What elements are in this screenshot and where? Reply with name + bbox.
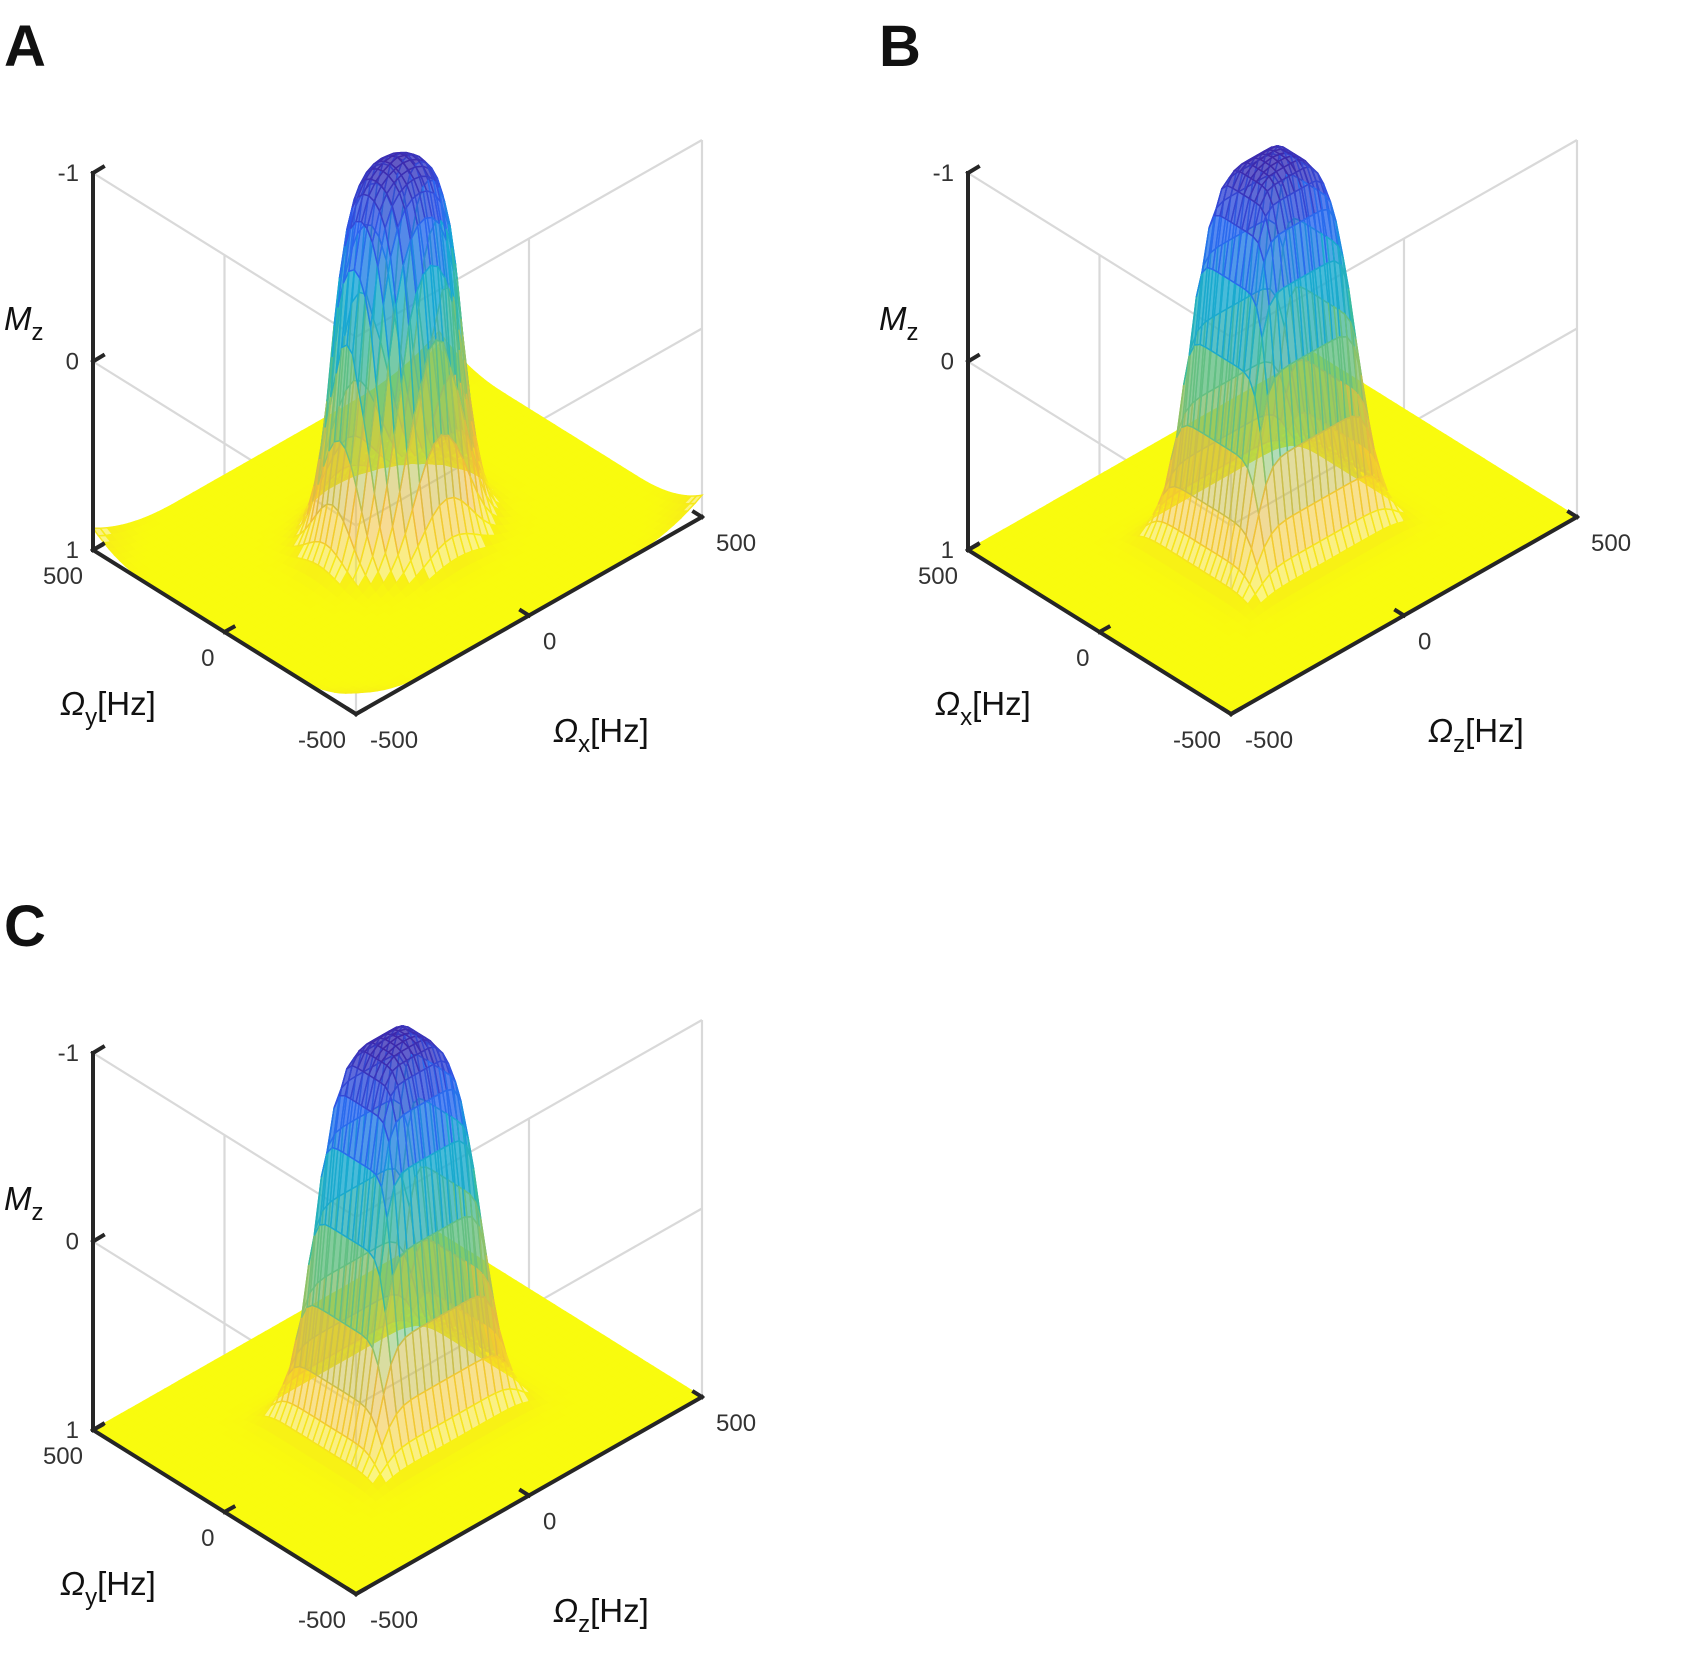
left-axis-label: Ωy[Hz] bbox=[60, 685, 156, 731]
left-tick-label: -500 bbox=[298, 727, 346, 754]
panel-letter: B bbox=[879, 14, 921, 79]
z-tick-label: 1 bbox=[66, 537, 79, 564]
right-tick-label: -500 bbox=[1245, 727, 1293, 754]
left-tick-label: 500 bbox=[918, 563, 958, 590]
right-tick-label: 0 bbox=[543, 629, 556, 656]
z-tick-label: -1 bbox=[58, 160, 79, 187]
right-axis-label: Ωz[Hz] bbox=[1428, 712, 1524, 758]
z-axis-label: Mz bbox=[879, 300, 919, 346]
right-tick-label: 500 bbox=[716, 530, 756, 557]
right-tick-label: 0 bbox=[1418, 629, 1431, 656]
z-tick-label: 0 bbox=[66, 349, 79, 376]
z-tick-label: -1 bbox=[933, 160, 954, 187]
z-tick-mark bbox=[965, 164, 981, 176]
z-tick-mark bbox=[90, 164, 106, 176]
left-tick-label: 0 bbox=[1076, 645, 1089, 672]
right-axis-label: Ωx[Hz] bbox=[553, 712, 649, 758]
left-tick-label: -500 bbox=[1173, 727, 1221, 754]
surface-a bbox=[91, 151, 704, 694]
right-tick-label: 500 bbox=[1591, 530, 1631, 557]
left-tick-label: 0 bbox=[201, 645, 214, 672]
right-tick-label: -500 bbox=[370, 727, 418, 754]
panel-letter: A bbox=[4, 14, 46, 79]
z-axis-label: Mz bbox=[4, 300, 44, 346]
left-axis-label: Ωx[Hz] bbox=[935, 685, 1031, 731]
left-tick-label: 500 bbox=[43, 563, 83, 590]
z-tick-label: 1 bbox=[941, 537, 954, 564]
right-tick-mark bbox=[345, 706, 359, 717]
right-tick-mark bbox=[691, 509, 705, 520]
z-tick-label: 0 bbox=[941, 349, 954, 376]
